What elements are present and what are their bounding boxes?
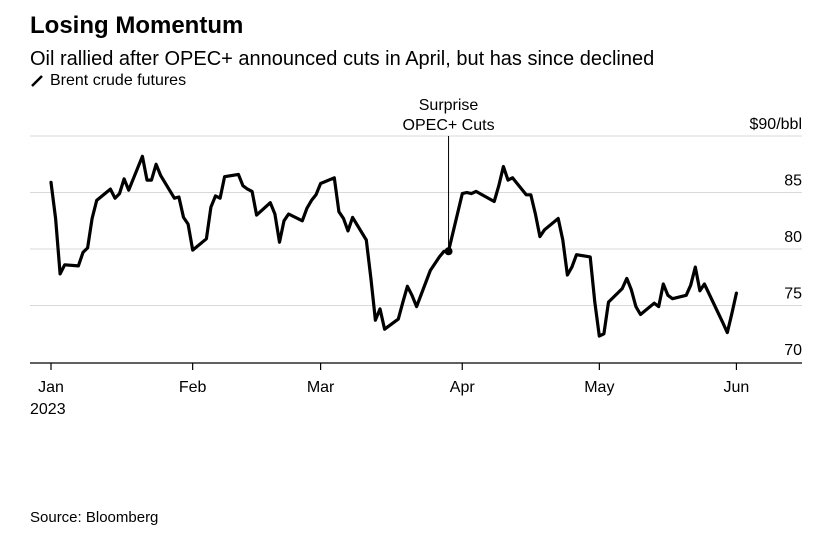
legend: Brent crude futures [30, 72, 186, 90]
y-tick-label: 80 [784, 229, 802, 246]
chart-title: Losing Momentum [30, 12, 244, 39]
x-tick-label: Feb [179, 379, 207, 396]
y-tick-label: 75 [784, 286, 802, 303]
annotation-marker [444, 247, 453, 256]
x-tick-label: Apr [450, 379, 476, 396]
x-tick-label: Jan [38, 379, 64, 396]
chart-subtitle: Oil rallied after OPEC+ announced cuts i… [30, 48, 655, 70]
legend-label: Brent crude futures [50, 72, 187, 89]
annotation-label: Surprise [419, 97, 479, 114]
x-tick-label: Mar [307, 379, 335, 396]
line-swatch-icon [31, 75, 43, 87]
source-note: Source: Bloomberg [30, 509, 159, 526]
x-tick-sublabel: 2023 [30, 401, 66, 418]
series-line [49, 154, 739, 338]
x-tick-label: Jun [724, 379, 750, 396]
y-tick-label: $90/bbl [750, 116, 803, 133]
x-tick-label: May [584, 379, 614, 396]
y-tick-label: 70 [784, 342, 802, 359]
y-tick-label: 85 [784, 173, 802, 190]
annotation-label: OPEC+ Cuts [403, 117, 495, 134]
